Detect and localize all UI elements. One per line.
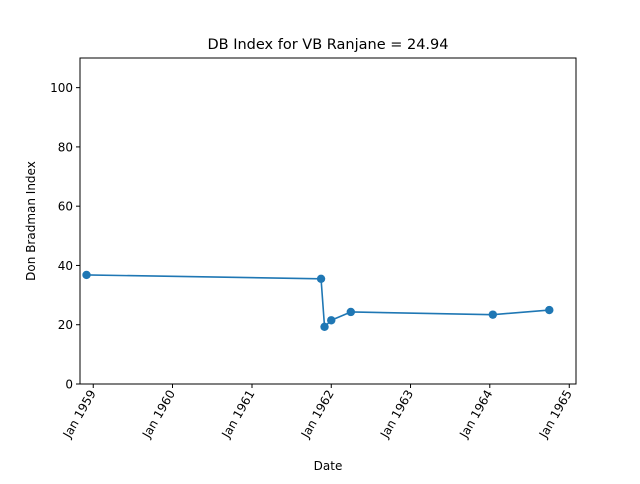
y-tick-label: 0	[65, 378, 73, 392]
data-point	[545, 305, 554, 315]
y-tick-label: 100	[50, 81, 73, 95]
data-point	[316, 274, 326, 283]
y-tick-label: 60	[58, 200, 73, 214]
plot-area	[82, 270, 554, 332]
y-axis-label: Don Bradman Index	[24, 161, 38, 281]
axes-frame	[79, 57, 577, 385]
data-point	[346, 307, 356, 317]
y-axis-ticks: 0 20 40 60 80 100	[50, 81, 80, 392]
data-point	[320, 322, 329, 332]
data-point	[488, 310, 498, 319]
y-tick-label: 20	[58, 318, 73, 332]
y-tick-label: 80	[58, 140, 73, 154]
y-tick-label: 40	[58, 259, 73, 273]
data-point	[327, 316, 336, 325]
data-point	[82, 270, 91, 280]
chart-title: DB Index for VB Ranjane = 24.94	[207, 37, 448, 53]
x-axis-label: Date	[314, 459, 343, 473]
